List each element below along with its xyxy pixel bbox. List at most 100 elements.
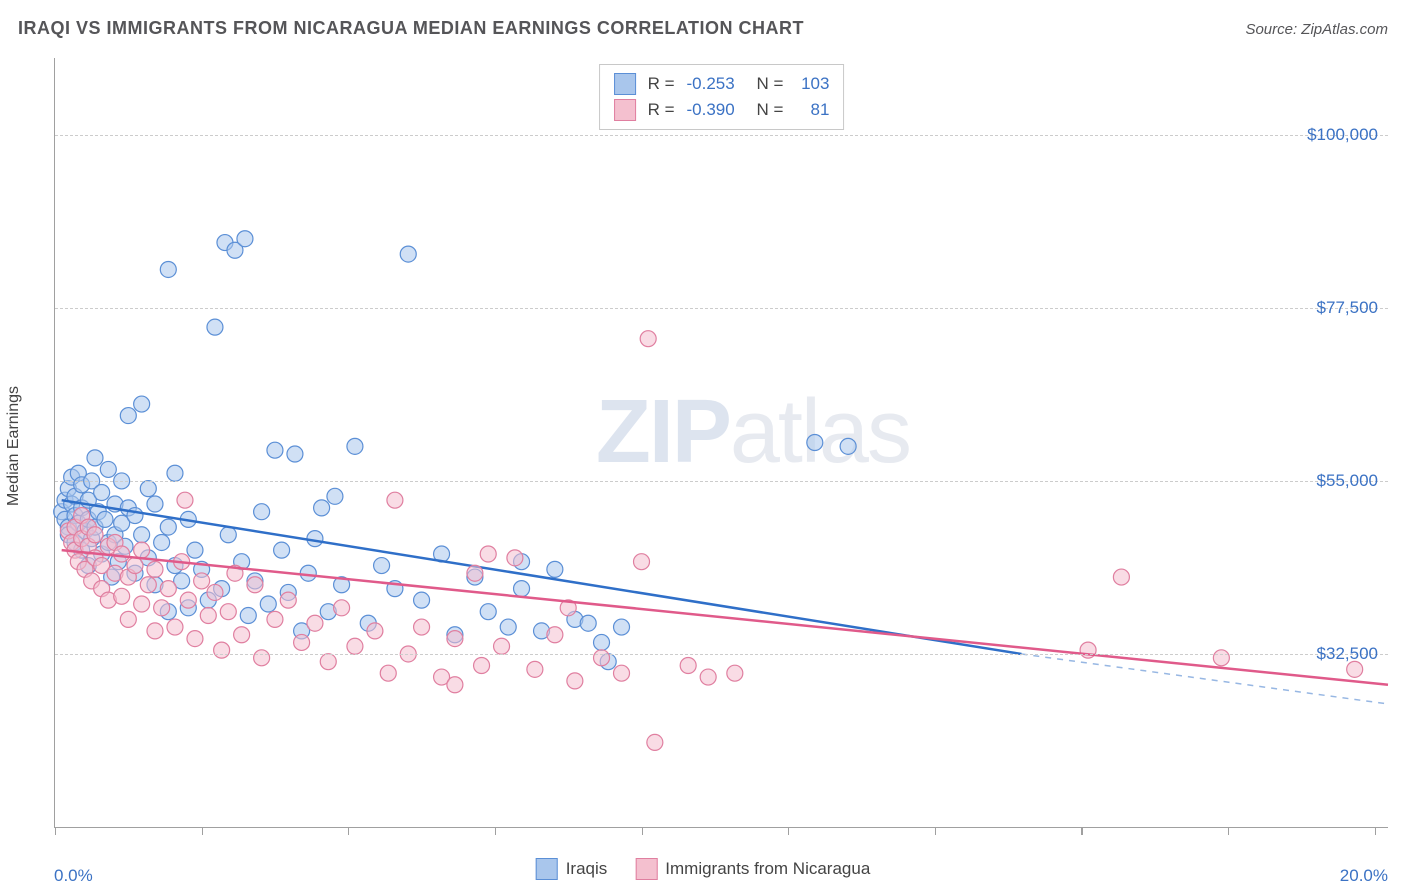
gridline <box>55 135 1388 136</box>
y-tick-label: $77,500 <box>1317 298 1378 318</box>
x-tick <box>1081 827 1082 835</box>
source-label: Source: ZipAtlas.com <box>1245 21 1388 38</box>
gridline <box>55 654 1388 655</box>
scatter-point <box>100 461 116 477</box>
n-label: N = <box>757 100 784 120</box>
scatter-point <box>267 611 283 627</box>
scatter-point <box>580 615 596 631</box>
scatter-point <box>494 638 510 654</box>
swatch-series-2-icon <box>635 858 657 880</box>
legend-row-2: R = -0.390 N = 81 <box>614 97 830 123</box>
scatter-point <box>237 231 253 247</box>
scatter-point <box>114 546 130 562</box>
chart-container: IRAQI VS IMMIGRANTS FROM NICARAGUA MEDIA… <box>0 0 1406 892</box>
scatter-point <box>134 542 150 558</box>
scatter-point <box>414 619 430 635</box>
scatter-point <box>807 435 823 451</box>
swatch-series-1-icon <box>536 858 558 880</box>
scatter-point <box>160 261 176 277</box>
legend-label-2: Immigrants from Nicaragua <box>665 859 870 879</box>
scatter-point <box>127 558 143 574</box>
scatter-point <box>634 554 650 570</box>
n-label: N = <box>757 74 784 94</box>
scatter-point <box>367 623 383 639</box>
scatter-point <box>614 619 630 635</box>
scatter-point <box>700 669 716 685</box>
scatter-point <box>187 542 203 558</box>
scatter-point <box>307 615 323 631</box>
y-tick-label: $32,500 <box>1317 644 1378 664</box>
scatter-point <box>287 446 303 462</box>
scatter-point <box>134 596 150 612</box>
scatter-point <box>447 631 463 647</box>
scatter-point <box>220 604 236 620</box>
scatter-point <box>514 581 530 597</box>
n-value-1: 103 <box>795 74 829 94</box>
x-tick <box>1375 827 1376 835</box>
scatter-point <box>467 565 483 581</box>
plot-area: ZIPatlas R = -0.253 N = 103 R = -0.390 N… <box>54 58 1388 828</box>
scatter-point <box>320 654 336 670</box>
legend-item-2: Immigrants from Nicaragua <box>635 858 870 880</box>
r-value-2: -0.390 <box>687 100 745 120</box>
scatter-point <box>387 492 403 508</box>
scatter-point <box>240 608 256 624</box>
scatter-point <box>640 331 656 347</box>
scatter-point <box>547 627 563 643</box>
scatter-point <box>547 561 563 577</box>
scatter-point <box>154 534 170 550</box>
title-bar: IRAQI VS IMMIGRANTS FROM NICARAGUA MEDIA… <box>18 18 1388 39</box>
scatter-point <box>134 527 150 543</box>
x-tick <box>642 827 643 835</box>
scatter-point <box>140 577 156 593</box>
scatter-point <box>414 592 430 608</box>
scatter-point <box>254 650 270 666</box>
scatter-point <box>374 558 390 574</box>
y-tick-label: $100,000 <box>1307 125 1378 145</box>
scatter-point <box>267 442 283 458</box>
legend-item-1: Iraqis <box>536 858 608 880</box>
scatter-point <box>167 619 183 635</box>
scatter-point <box>594 634 610 650</box>
scatter-point <box>327 488 343 504</box>
scatter-point <box>347 638 363 654</box>
scatter-point <box>97 511 113 527</box>
chart-title: IRAQI VS IMMIGRANTS FROM NICARAGUA MEDIA… <box>18 18 804 39</box>
scatter-point <box>274 542 290 558</box>
scatter-point <box>567 673 583 689</box>
scatter-point <box>87 450 103 466</box>
scatter-point <box>727 665 743 681</box>
x-tick <box>348 827 349 835</box>
scatter-point <box>160 519 176 535</box>
scatter-point <box>87 527 103 543</box>
scatter-point <box>254 504 270 520</box>
scatter-point <box>260 596 276 612</box>
r-value-1: -0.253 <box>687 74 745 94</box>
scatter-point <box>120 611 136 627</box>
scatter-point <box>507 550 523 566</box>
x-tick <box>788 827 789 835</box>
scatter-point <box>200 608 216 624</box>
scatter-point <box>207 584 223 600</box>
swatch-series-1 <box>614 73 636 95</box>
scatter-point <box>207 319 223 335</box>
legend-row-1: R = -0.253 N = 103 <box>614 71 830 97</box>
scatter-point <box>300 565 316 581</box>
scatter-point <box>154 600 170 616</box>
scatter-point <box>140 481 156 497</box>
scatter-point <box>647 734 663 750</box>
scatter-point <box>1213 650 1229 666</box>
series-legend: Iraqis Immigrants from Nicaragua <box>536 858 871 880</box>
y-axis-title: Median Earnings <box>5 386 23 506</box>
scatter-point <box>220 527 236 543</box>
scatter-point <box>294 634 310 650</box>
scatter-point <box>380 665 396 681</box>
gridline <box>55 308 1388 309</box>
scatter-point <box>247 577 263 593</box>
scatter-point <box>680 658 696 674</box>
x-axis-max-label: 20.0% <box>1340 866 1388 886</box>
scatter-point <box>500 619 516 635</box>
x-axis-min-label: 0.0% <box>54 866 93 886</box>
x-tick <box>495 827 496 835</box>
scatter-point <box>177 492 193 508</box>
